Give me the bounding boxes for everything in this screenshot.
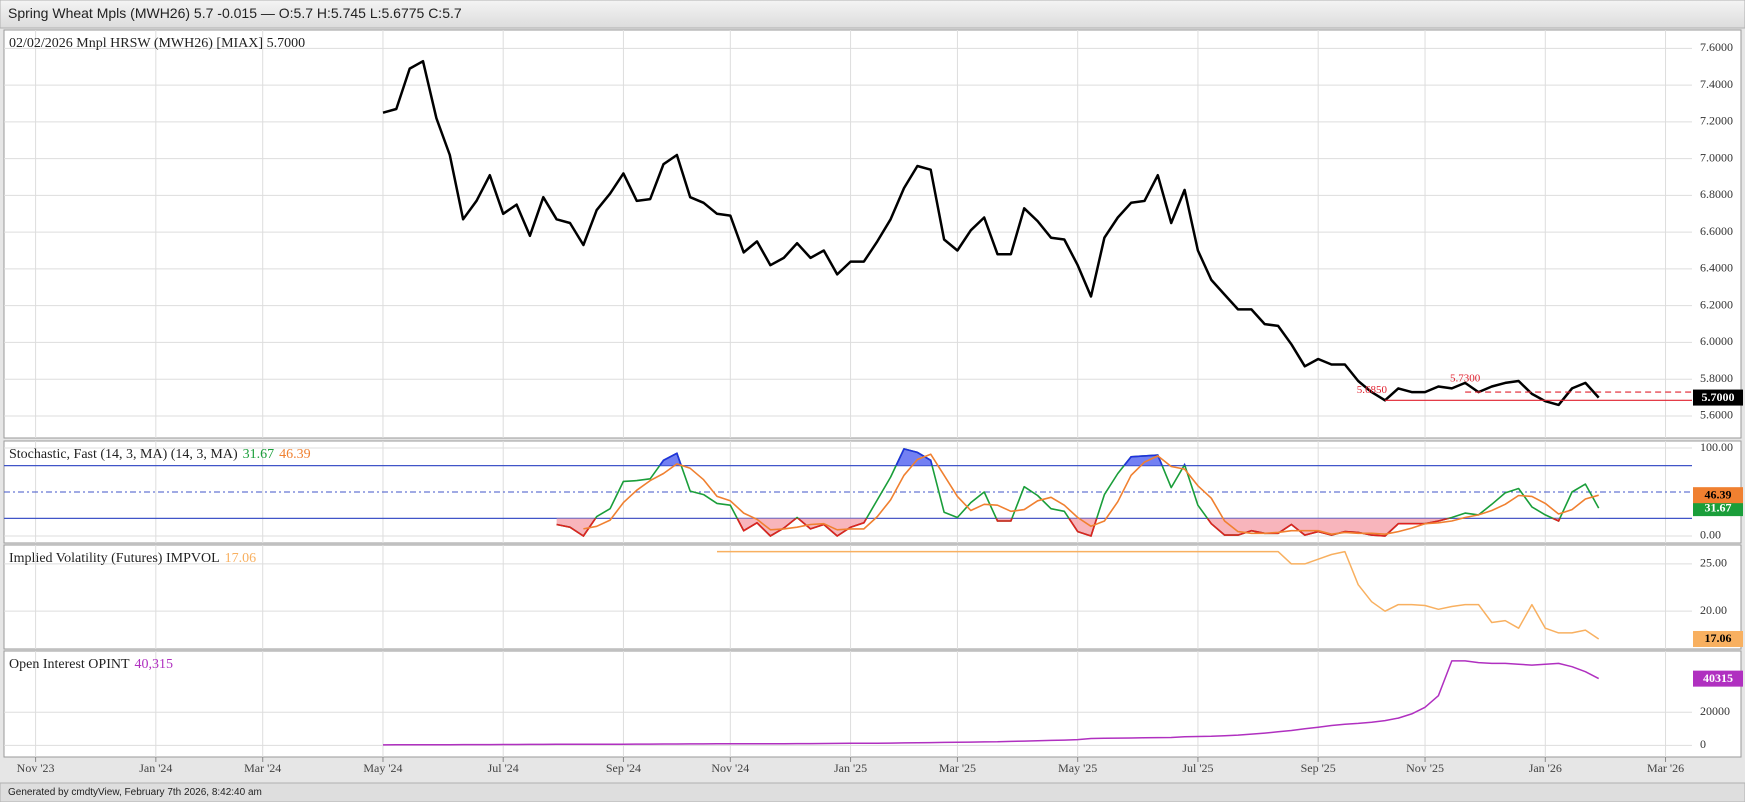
band-fill [556, 518, 1560, 536]
y-tick-label: 6.4000 [1700, 261, 1733, 275]
last-value-box [1693, 500, 1743, 517]
panel-title: Implied Volatility (Futures) IMPVOL 17.06 [9, 551, 256, 566]
x-tick-label: Nov '25 [1406, 761, 1444, 775]
series-line [717, 550, 1600, 640]
panel-frame [3, 544, 1742, 650]
panel-title: 02/02/2026 Mnpl HRSW (MWH26) [MIAX] 5.70… [9, 36, 305, 51]
last-value-label: 5.7000 [1702, 390, 1735, 404]
x-tick-label: Mar '25 [939, 761, 976, 775]
y-tick-label: 100.00 [1700, 440, 1733, 454]
last-value-box [1693, 487, 1743, 504]
last-value-label: 17.06 [1705, 631, 1732, 645]
panel-title-text: Implied Volatility (Futures) IMPVOL [9, 551, 220, 566]
series-line [382, 59, 1600, 407]
last-value-label: 46.39 [1705, 487, 1732, 501]
header-title: Spring Wheat Mpls (MWH26) 5.7 -0.015 — O… [8, 5, 462, 21]
x-tick-label: Nov '24 [711, 761, 749, 775]
panel-frame [3, 29, 1742, 439]
x-tick-label: May '25 [1058, 761, 1097, 775]
x-tick-label: Mar '26 [1647, 761, 1684, 775]
x-tick-label: Jan '25 [834, 761, 867, 775]
last-value-box [1693, 670, 1743, 687]
y-tick-label: 25.00 [1700, 556, 1727, 570]
footer-bar [0, 782, 1745, 802]
y-tick-label: 0 [1700, 737, 1706, 751]
series-line [583, 453, 1599, 535]
y-tick-label: 0.00 [1700, 528, 1721, 542]
panel-title-text: 02/02/2026 Mnpl HRSW (MWH26) [MIAX] 5.70… [9, 36, 305, 51]
last-value-label: 40315 [1703, 671, 1733, 685]
level-label: 5.7300 [1450, 373, 1481, 385]
series-line [382, 660, 1600, 746]
x-tick-label: Sep '24 [606, 761, 641, 775]
y-tick-label: 7.2000 [1700, 114, 1733, 128]
x-tick-label: Jul '24 [488, 761, 519, 775]
footer-text: Generated by cmdtyView, February 7th 202… [8, 787, 262, 798]
y-tick-label: 6.2000 [1700, 297, 1733, 311]
last-value-box [1693, 630, 1743, 647]
x-tick-label: Jan '24 [139, 761, 172, 775]
panel-title: Open Interest OPINT 40,315 [9, 657, 173, 672]
x-tick-label: May '24 [363, 761, 402, 775]
y-tick-label: 5.8000 [1700, 371, 1733, 385]
title-value: 40,315 [135, 657, 174, 672]
last-value-box [1693, 389, 1743, 406]
y-tick-label: 5.6000 [1700, 408, 1733, 422]
title-value: 17.06 [225, 551, 257, 566]
y-tick-label: 6.6000 [1700, 224, 1733, 238]
title-value: 46.39 [279, 447, 311, 462]
y-tick-label: 6.0000 [1700, 334, 1733, 348]
panel-title-text: Stochastic, Fast (14, 3, MA) (14, 3, MA) [9, 447, 238, 462]
x-tick-label: Mar '24 [244, 761, 281, 775]
x-tick-label: Sep '25 [1301, 761, 1336, 775]
x-tick-label: Jul '25 [1182, 761, 1213, 775]
header-bar [0, 0, 1745, 29]
y-tick-label: 20000 [1700, 704, 1730, 718]
y-tick-label: 20.00 [1700, 603, 1727, 617]
x-tick-label: Nov '23 [17, 761, 55, 775]
y-tick-label: 7.4000 [1700, 77, 1733, 91]
last-value-label: 31.67 [1705, 500, 1732, 514]
y-tick-label: 7.0000 [1700, 150, 1733, 164]
panel-frame [3, 650, 1742, 758]
panel-title-text: Open Interest OPINT [9, 657, 130, 672]
level-label: 5.6850 [1357, 384, 1388, 396]
y-tick-label: 6.8000 [1700, 187, 1733, 201]
title-value: 31.67 [243, 447, 275, 462]
x-tick-label: Jan '26 [1529, 761, 1562, 775]
y-tick-label: 7.6000 [1700, 40, 1733, 54]
panel-title: Stochastic, Fast (14, 3, MA) (14, 3, MA)… [9, 447, 311, 462]
